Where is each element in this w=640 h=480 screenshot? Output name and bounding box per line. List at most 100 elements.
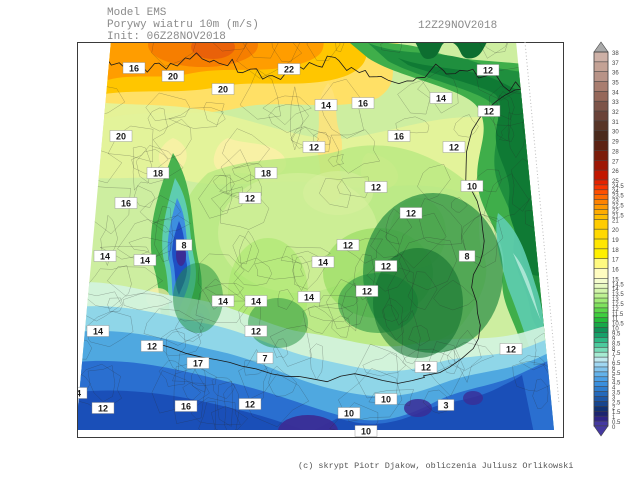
svg-text:16: 16 [394,131,404,141]
svg-text:6: 6 [612,366,616,372]
svg-text:38: 38 [612,51,619,57]
svg-text:22.5: 22.5 [612,204,624,210]
svg-text:10.5: 10.5 [612,322,624,328]
svg-text:18: 18 [612,248,619,254]
svg-text:2.5: 2.5 [612,400,621,406]
svg-text:14: 14 [321,100,331,110]
svg-text:12: 12 [147,341,157,351]
svg-text:32: 32 [612,110,619,116]
svg-text:10: 10 [344,408,354,418]
svg-text:24: 24 [612,189,619,195]
svg-text:14.5: 14.5 [612,282,624,288]
svg-text:12: 12 [251,326,261,336]
svg-text:14: 14 [218,296,228,306]
svg-text:18: 18 [261,168,271,178]
svg-text:12.5: 12.5 [612,302,624,308]
svg-text:14: 14 [436,93,446,103]
svg-text:1: 1 [612,415,616,421]
svg-text:0: 0 [612,425,616,431]
svg-text:3.5: 3.5 [612,391,621,397]
svg-text:7.5: 7.5 [612,351,621,357]
svg-text:35: 35 [612,81,619,87]
svg-text:8: 8 [464,251,469,261]
svg-text:4.5: 4.5 [612,381,621,387]
svg-text:15: 15 [612,277,619,283]
svg-text:20: 20 [116,131,126,141]
svg-text:9: 9 [612,336,616,342]
svg-text:20: 20 [612,228,619,234]
svg-text:27: 27 [612,159,619,165]
svg-text:14: 14 [318,257,328,267]
svg-text:9.5: 9.5 [612,332,621,338]
svg-text:12: 12 [381,261,391,271]
svg-text:29: 29 [612,140,619,146]
svg-text:23: 23 [612,199,619,205]
svg-text:31: 31 [612,120,619,126]
svg-text:10: 10 [467,181,477,191]
svg-text:34: 34 [612,90,619,96]
svg-text:0.5: 0.5 [612,420,621,426]
svg-text:8.5: 8.5 [612,341,621,347]
svg-text:16: 16 [358,98,368,108]
svg-text:22: 22 [612,208,619,214]
svg-text:14: 14 [140,255,150,265]
svg-text:14: 14 [78,388,81,398]
svg-text:30: 30 [612,130,619,136]
svg-text:5: 5 [612,376,616,382]
svg-text:12: 12 [362,286,372,296]
svg-text:23.5: 23.5 [612,194,624,200]
svg-text:12: 12 [612,307,619,313]
svg-text:7: 7 [262,353,267,363]
svg-text:3: 3 [443,400,448,410]
svg-text:17: 17 [612,258,619,264]
svg-text:37: 37 [612,61,619,67]
svg-text:19: 19 [612,238,619,244]
svg-text:12: 12 [449,142,459,152]
svg-text:4: 4 [612,386,616,392]
svg-text:1.5: 1.5 [612,410,621,416]
svg-text:12: 12 [309,142,319,152]
svg-text:14: 14 [612,287,619,293]
svg-text:12: 12 [483,65,493,75]
svg-text:12: 12 [98,403,108,413]
svg-text:12: 12 [371,182,381,192]
svg-text:16: 16 [181,401,191,411]
svg-text:8: 8 [181,240,186,250]
svg-text:7: 7 [612,356,616,362]
svg-text:26: 26 [612,169,619,175]
svg-text:20: 20 [218,84,228,94]
svg-text:36: 36 [612,71,619,77]
svg-text:16: 16 [612,268,619,274]
svg-text:5.5: 5.5 [612,371,621,377]
svg-text:14: 14 [251,296,261,306]
svg-text:11: 11 [612,317,619,323]
svg-text:12: 12 [245,399,255,409]
svg-text:8: 8 [612,346,616,352]
svg-text:10: 10 [381,394,391,404]
svg-text:10: 10 [612,327,619,333]
svg-text:22: 22 [284,64,294,74]
svg-text:12: 12 [343,240,353,250]
svg-text:13: 13 [612,297,619,303]
svg-text:3: 3 [612,395,616,401]
svg-text:13.5: 13.5 [612,292,624,298]
svg-text:14: 14 [304,292,314,302]
svg-text:16: 16 [129,63,139,73]
svg-text:12: 12 [506,344,516,354]
svg-text:14: 14 [93,326,103,336]
svg-text:11.5: 11.5 [612,312,624,318]
svg-text:28: 28 [612,149,619,155]
svg-text:12: 12 [245,193,255,203]
svg-text:14: 14 [100,251,110,261]
svg-text:12: 12 [421,362,431,372]
svg-text:20: 20 [168,71,178,81]
svg-text:12: 12 [406,208,416,218]
svg-text:21: 21 [612,218,619,224]
svg-text:18: 18 [153,168,163,178]
svg-text:10: 10 [361,426,371,436]
svg-text:2: 2 [612,405,616,411]
svg-text:17: 17 [193,358,203,368]
svg-text:12: 12 [484,106,494,116]
svg-text:24.5: 24.5 [612,184,624,190]
svg-text:6.5: 6.5 [612,361,621,367]
